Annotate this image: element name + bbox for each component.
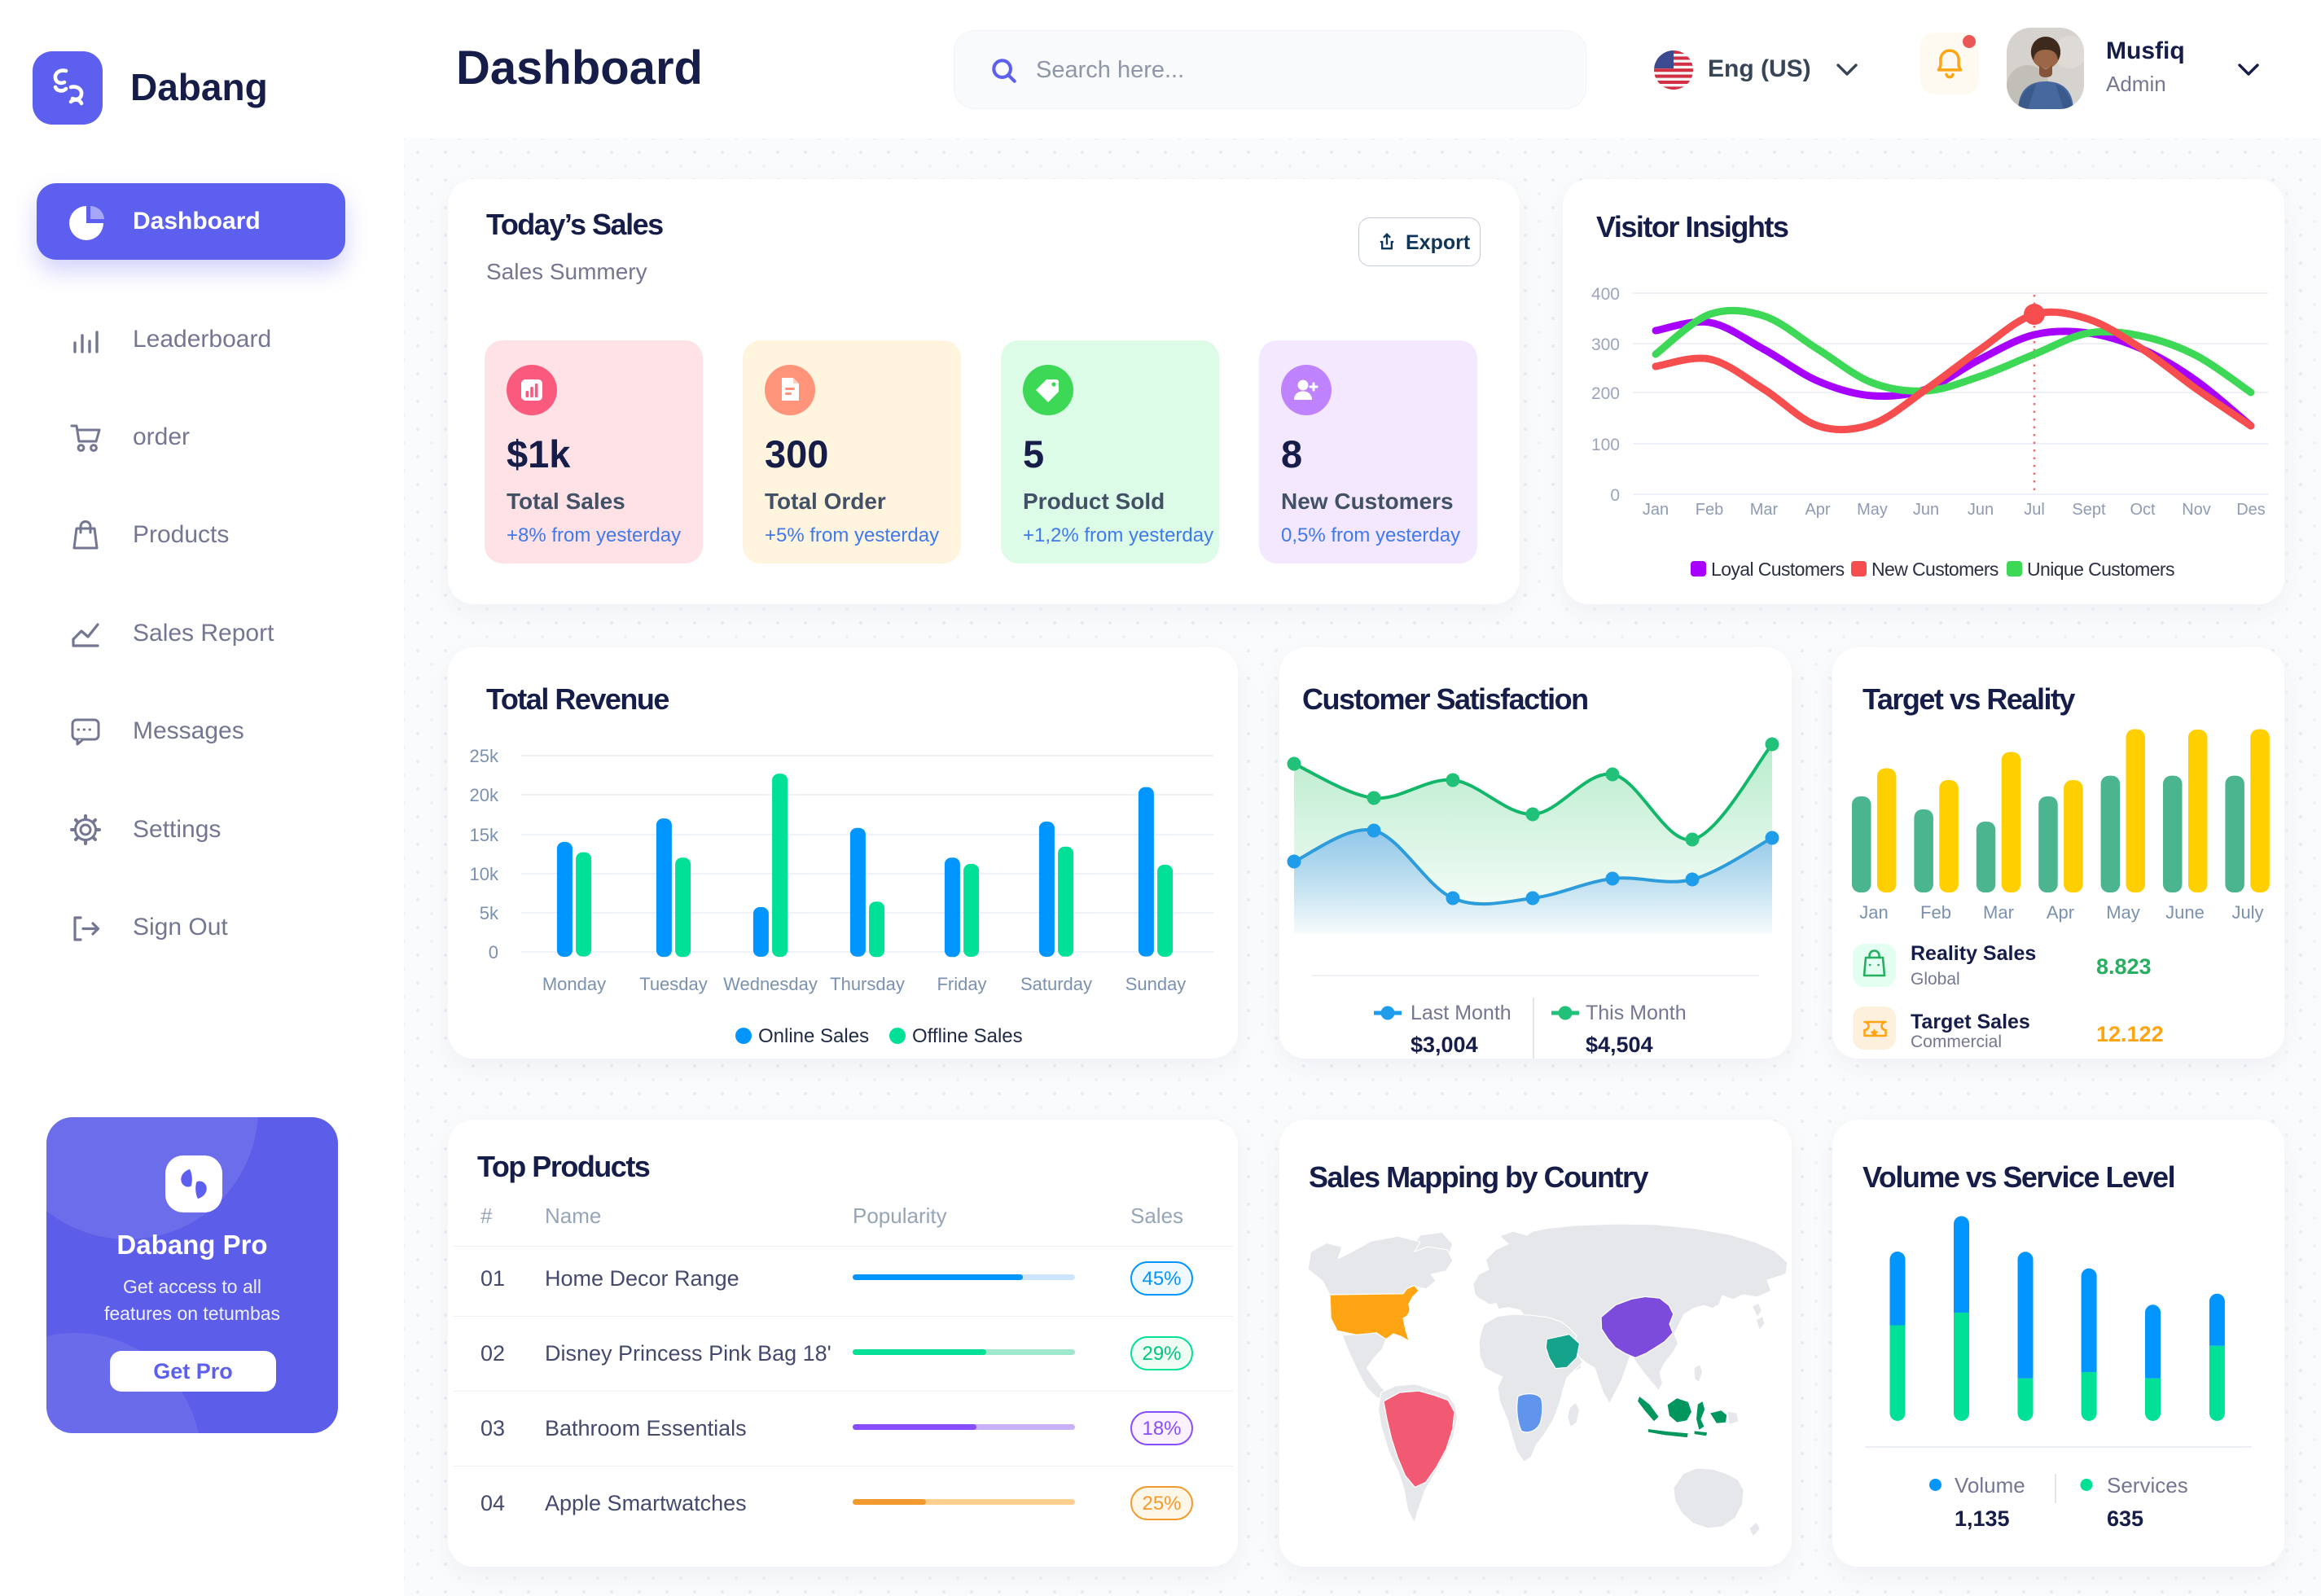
svg-text:$3,004: $3,004: [1411, 1033, 1478, 1057]
svg-text:Mar: Mar: [1750, 501, 1779, 519]
svg-text:20k: 20k: [470, 785, 499, 805]
svg-text:Mar: Mar: [1983, 902, 2014, 923]
svg-text:Thursday: Thursday: [830, 974, 905, 994]
svg-text:Apr: Apr: [2047, 902, 2074, 923]
svg-text:15k: 15k: [470, 825, 499, 845]
svg-text:Commercial: Commercial: [1911, 1033, 2002, 1051]
svg-text:400: 400: [1591, 285, 1620, 304]
svg-text:300: 300: [1591, 335, 1620, 354]
svg-text:Feb: Feb: [1920, 902, 1951, 923]
svg-text:100: 100: [1591, 436, 1620, 454]
svg-text:8.823: 8.823: [2096, 954, 2152, 979]
svg-text:Sept: Sept: [2072, 501, 2106, 519]
svg-text:Jul: Jul: [2024, 501, 2045, 519]
svg-text:Wednesday: Wednesday: [723, 974, 818, 994]
svg-text:Oct: Oct: [2130, 501, 2156, 519]
svg-text:10k: 10k: [470, 864, 499, 884]
svg-text:Saturday: Saturday: [1020, 974, 1092, 994]
svg-text:Global: Global: [1911, 970, 1960, 989]
svg-text:Tuesday: Tuesday: [639, 974, 708, 994]
svg-text:Nov: Nov: [2182, 501, 2211, 519]
svg-text:New Customers: New Customers: [1871, 559, 1999, 580]
svg-text:May: May: [1857, 501, 1888, 519]
svg-text:0: 0: [489, 942, 498, 962]
svg-text:$4,504: $4,504: [1586, 1033, 1653, 1057]
svg-text:Reality Sales: Reality Sales: [1911, 942, 2036, 965]
svg-text:Online Sales: Online Sales: [758, 1025, 869, 1047]
svg-text:Friday: Friday: [937, 974, 986, 994]
svg-text:Offline Sales: Offline Sales: [912, 1025, 1023, 1047]
svg-text:Jun: Jun: [1968, 501, 1994, 519]
svg-text:This Month: This Month: [1586, 1002, 1687, 1024]
svg-text:1,135: 1,135: [1955, 1506, 2010, 1531]
svg-text:Monday: Monday: [542, 974, 606, 994]
svg-text:Apr: Apr: [1805, 501, 1830, 519]
svg-text:Loyal Customers: Loyal Customers: [1711, 559, 1845, 580]
svg-text:July: July: [2231, 902, 2263, 923]
svg-text:635: 635: [2107, 1506, 2143, 1531]
svg-text:Des: Des: [2236, 501, 2266, 519]
svg-text:Feb: Feb: [1696, 501, 1723, 519]
svg-text:25k: 25k: [470, 746, 499, 766]
svg-text:Unique Customers: Unique Customers: [2027, 559, 2174, 580]
svg-text:May: May: [2106, 902, 2140, 923]
svg-text:Jan: Jan: [1643, 501, 1669, 519]
svg-text:200: 200: [1591, 384, 1620, 403]
svg-text:Services: Services: [2107, 1473, 2188, 1497]
svg-text:12.122: 12.122: [2096, 1022, 2164, 1046]
svg-text:Jun: Jun: [1913, 501, 1939, 519]
svg-text:5k: 5k: [480, 903, 499, 923]
svg-text:Sunday: Sunday: [1125, 974, 1187, 994]
svg-text:Volume: Volume: [1955, 1473, 2025, 1497]
svg-text:Target Sales: Target Sales: [1911, 1011, 2030, 1033]
svg-text:Last Month: Last Month: [1411, 1002, 1512, 1024]
svg-text:June: June: [2165, 902, 2205, 923]
svg-text:Jan: Jan: [1859, 902, 1888, 923]
svg-text:0: 0: [1610, 486, 1620, 505]
